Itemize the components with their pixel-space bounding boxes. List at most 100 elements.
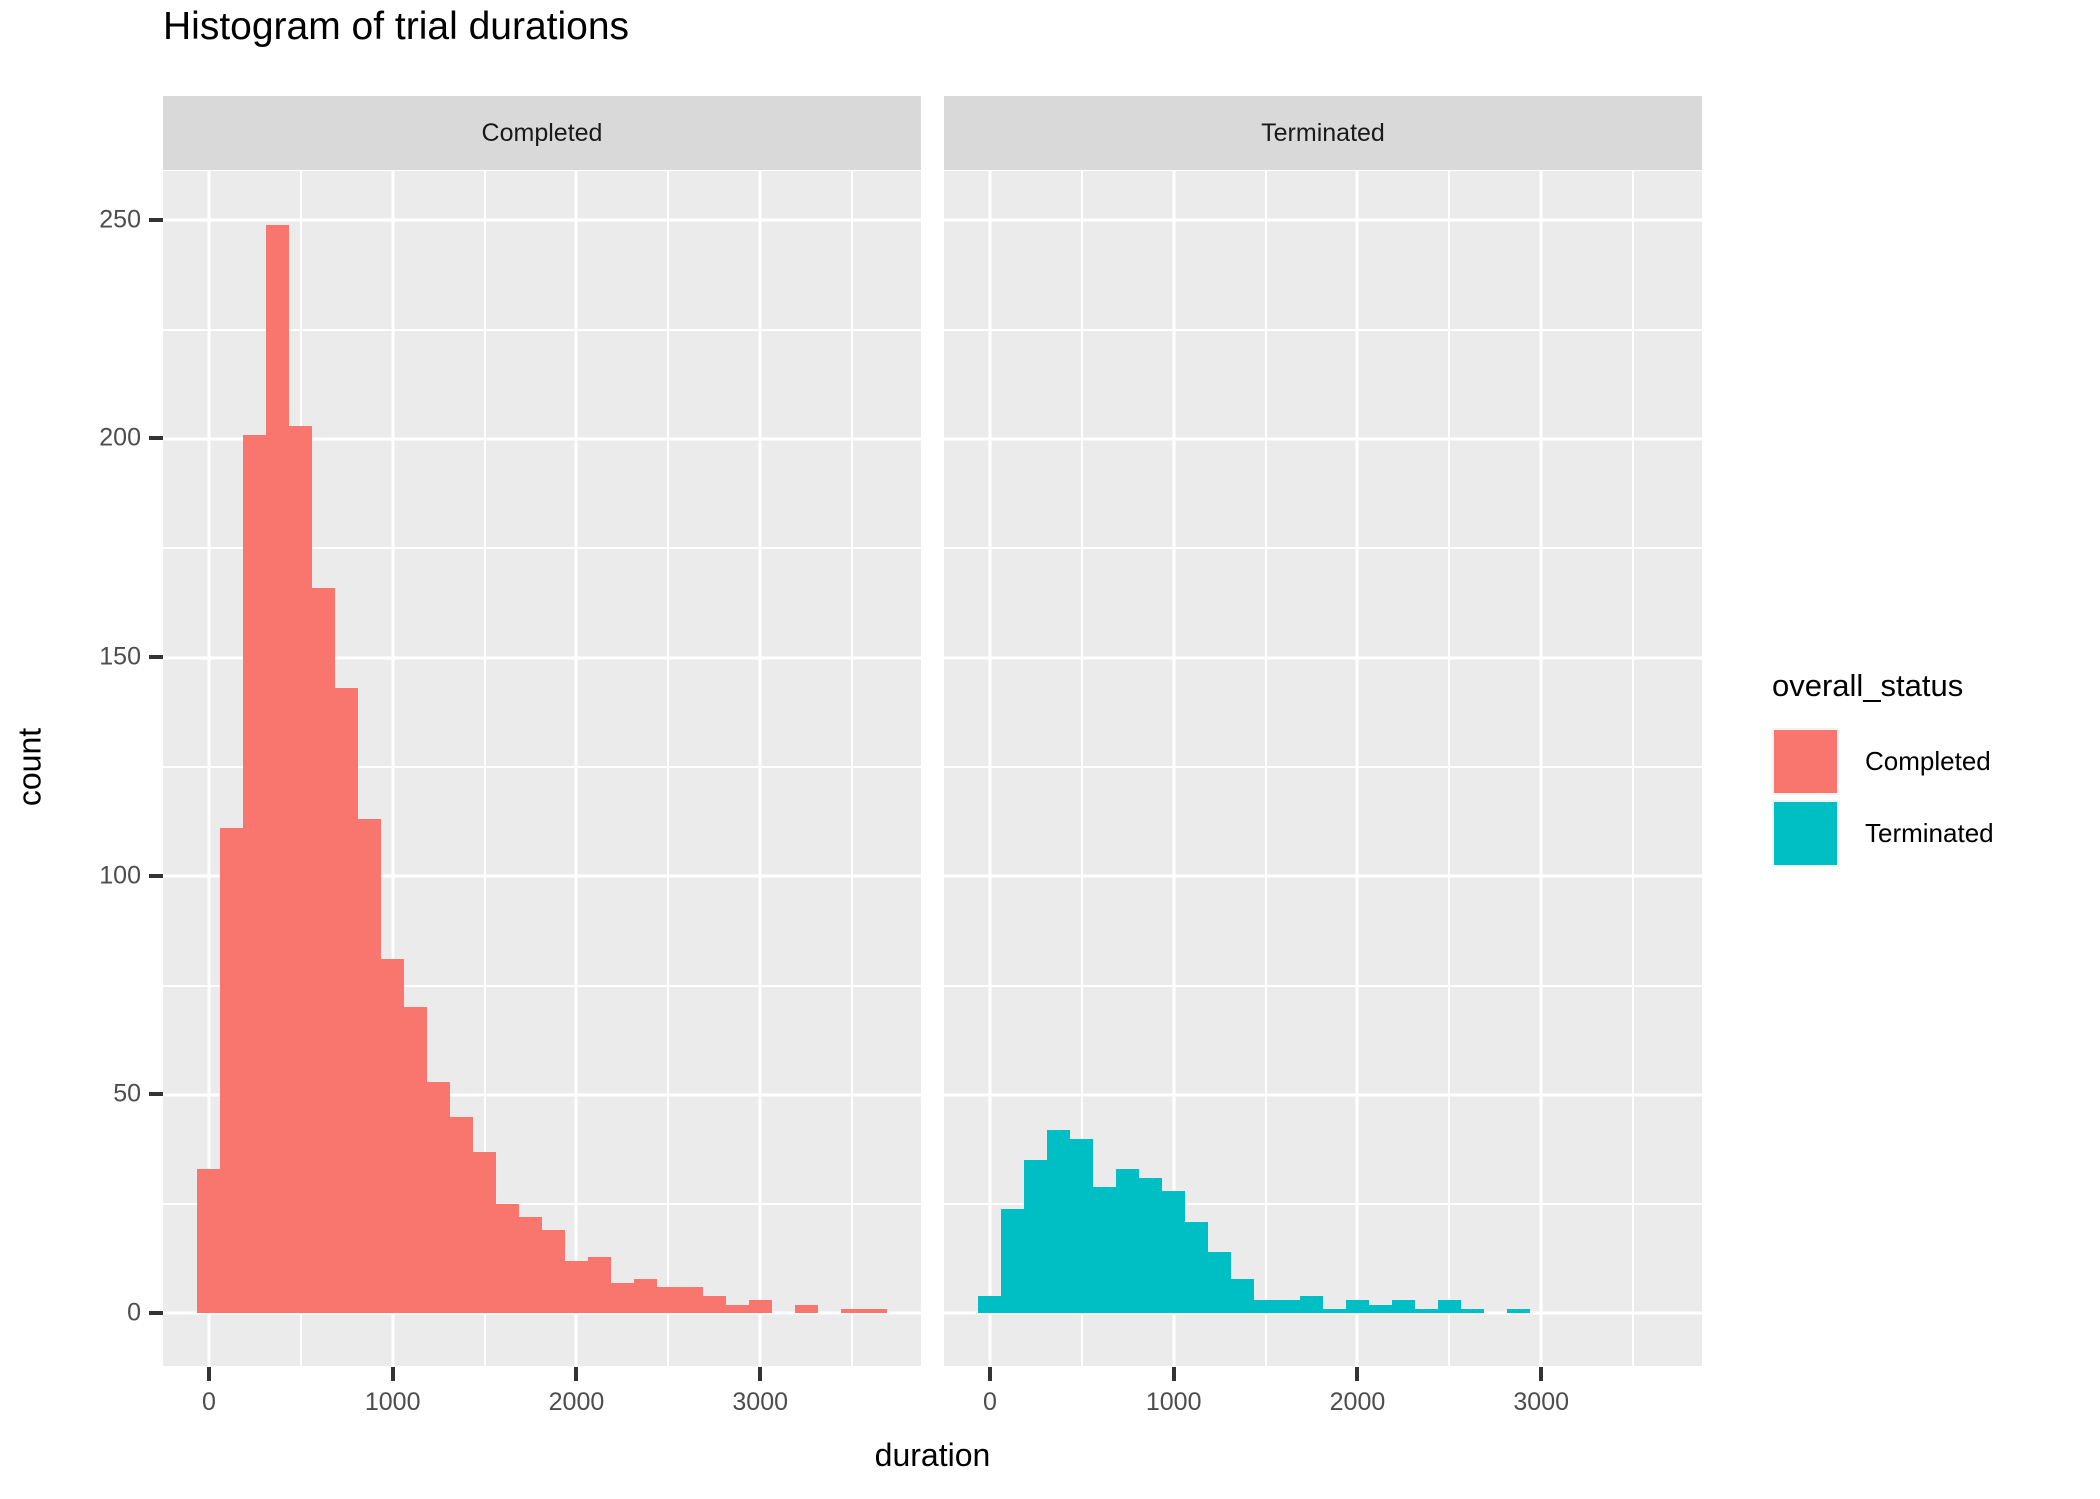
histogram-bar [1093,1186,1117,1314]
histogram-bar [243,434,267,1314]
legend-swatch-completed-icon [1774,730,1837,793]
histogram-bar [840,1309,864,1314]
x-major-gridline [1355,170,1359,1366]
histogram-bar [863,1309,887,1314]
y-major-gridline [944,1093,1702,1097]
histogram-bar [220,828,244,1314]
y-major-gridline [163,218,921,222]
y-axis-tick-icon [149,1310,163,1315]
y-axis: 0 50 100 150 200 250 [0,170,163,1365]
x-major-gridline [1172,170,1176,1366]
y-minor-gridline [163,547,921,550]
histogram-bar [473,1151,497,1314]
panel-completed [163,170,921,1366]
x-axis-tick-icon [1539,1366,1544,1381]
x-major-gridline [1539,170,1543,1366]
facet-strip-label: Completed [481,118,603,147]
histogram-bar [1116,1169,1140,1314]
legend-label-completed: Completed [1865,746,1991,776]
histogram-bar [1139,1177,1163,1314]
x-axis-title: duration [874,1437,991,1473]
x-axis-tick-icon [1355,1366,1360,1381]
histogram-bar [519,1217,542,1314]
panel-terminated [944,170,1702,1366]
histogram-bar [1323,1309,1346,1314]
histogram-bar [496,1204,520,1314]
histogram-bar [1506,1309,1530,1314]
histogram-bar [679,1287,703,1314]
y-axis-tick-label: 250 [99,205,141,234]
x-major-gridline [391,170,395,1366]
plot-title: Histogram of trial durations [163,5,630,48]
y-minor-gridline [163,984,921,987]
y-minor-gridline [944,328,1702,331]
histogram-bar [1070,1138,1094,1314]
y-axis-title: count [11,727,48,807]
legend-swatch-terminated-icon [1774,802,1837,865]
y-major-gridline [163,1311,921,1315]
y-axis-tick-icon [149,217,163,222]
y-major-gridline [163,1093,921,1097]
histogram-bar [725,1304,749,1314]
x-major-gridline [758,170,762,1366]
x-minor-gridline [851,170,854,1366]
x-axis-tick-label: 0 [982,1387,997,1416]
y-minor-gridline [944,1203,1702,1206]
y-axis-tick-icon [149,436,163,441]
histogram-bar [312,587,336,1314]
histogram-bar [358,819,382,1314]
y-axis-tick-label: 50 [113,1079,141,1108]
y-major-gridline [163,437,921,441]
y-minor-gridline [944,984,1702,987]
y-major-gridline [944,218,1702,222]
x-minor-gridline [667,170,670,1366]
histogram-bar [1208,1252,1232,1314]
y-minor-gridline [944,765,1702,768]
y-axis-tick-icon [149,1092,163,1097]
histogram-bar [633,1278,657,1314]
histogram-bar [564,1261,588,1314]
facet-completed: Completed 0 1000 2000 3000 [163,96,921,1436]
x-axis-tick-label: 1000 [1145,1387,1202,1416]
x-axis-tick-icon [987,1366,992,1381]
histogram-bar [1024,1160,1048,1314]
y-axis-tick-label: 100 [99,861,141,890]
histogram-bar [794,1304,818,1314]
y-major-gridline [944,1311,1702,1315]
histogram-bar [1345,1300,1369,1314]
x-axis-completed: 0 1000 2000 3000 [163,1366,921,1436]
facet-strip-terminated: Terminated [944,96,1702,170]
x-axis-tick-icon [390,1366,395,1381]
histogram-bar [404,1007,428,1314]
x-axis-tick-label: 3000 [1513,1387,1570,1416]
histogram-bar [748,1300,772,1314]
x-minor-gridline [1080,170,1083,1366]
histogram-bar [1460,1309,1484,1314]
legend-entry-terminated: Terminated [1772,800,1994,867]
histogram-bar [450,1116,474,1314]
histogram-bar [542,1230,565,1314]
x-minor-gridline [483,170,486,1366]
histogram-bar [1185,1221,1209,1314]
x-axis-tick-label: 0 [201,1387,216,1416]
histogram-bar [427,1081,451,1314]
histogram-bar [289,425,313,1314]
y-major-gridline [944,656,1702,660]
histogram-bar [266,224,290,1314]
y-minor-gridline [944,547,1702,550]
x-axis-terminated: 0 1000 2000 3000 [944,1366,1702,1436]
x-axis-tick-icon [1171,1366,1176,1381]
x-axis-tick-label: 3000 [732,1387,789,1416]
x-axis-tick-label: 2000 [548,1387,605,1416]
y-major-gridline [163,874,921,878]
legend-key-terminated [1772,800,1839,867]
histogram-bar [1001,1208,1025,1314]
x-axis-tick-icon [206,1366,211,1381]
x-axis-tick-label: 1000 [364,1387,421,1416]
facet-strip-label: Terminated [1261,118,1385,147]
histogram-bar [381,959,405,1314]
legend-label-terminated: Terminated [1865,818,1994,848]
x-axis-tick-icon [574,1366,579,1381]
x-major-gridline [988,170,992,1366]
x-axis-tick-icon [758,1366,763,1381]
